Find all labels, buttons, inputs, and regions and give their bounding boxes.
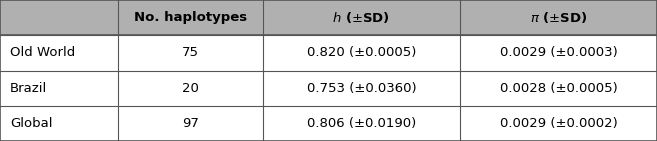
Bar: [0, 0, 118, 35]
Bar: [0, 106, 118, 141]
Bar: [263, 0, 460, 35]
Bar: [460, 70, 657, 106]
Bar: [0, 35, 118, 70]
Bar: [118, 106, 263, 141]
Text: 75: 75: [182, 46, 199, 59]
Text: Old World: Old World: [10, 46, 75, 59]
Bar: [263, 35, 460, 70]
Bar: [118, 70, 263, 106]
Text: 0.806 (±0.0190): 0.806 (±0.0190): [307, 117, 416, 130]
Text: No. haplotypes: No. haplotypes: [134, 11, 247, 24]
Text: 0.0028 (±0.0005): 0.0028 (±0.0005): [499, 82, 618, 95]
Bar: [460, 0, 657, 35]
Text: 0.753 (±0.0360): 0.753 (±0.0360): [307, 82, 416, 95]
Bar: [460, 35, 657, 70]
Text: Brazil: Brazil: [10, 82, 47, 95]
Text: 0.820 (±0.0005): 0.820 (±0.0005): [307, 46, 416, 59]
Bar: [118, 35, 263, 70]
Text: 20: 20: [182, 82, 199, 95]
Bar: [263, 70, 460, 106]
Text: 97: 97: [182, 117, 199, 130]
Text: 0.0029 (±0.0002): 0.0029 (±0.0002): [499, 117, 618, 130]
Text: Global: Global: [10, 117, 53, 130]
Bar: [460, 106, 657, 141]
Text: 0.0029 (±0.0003): 0.0029 (±0.0003): [499, 46, 618, 59]
Bar: [118, 0, 263, 35]
Text: $h$ ($\pm$SD): $h$ ($\pm$SD): [332, 10, 390, 25]
Bar: [0, 70, 118, 106]
Bar: [263, 106, 460, 141]
Text: $\pi$ ($\pm$SD): $\pi$ ($\pm$SD): [530, 10, 587, 25]
